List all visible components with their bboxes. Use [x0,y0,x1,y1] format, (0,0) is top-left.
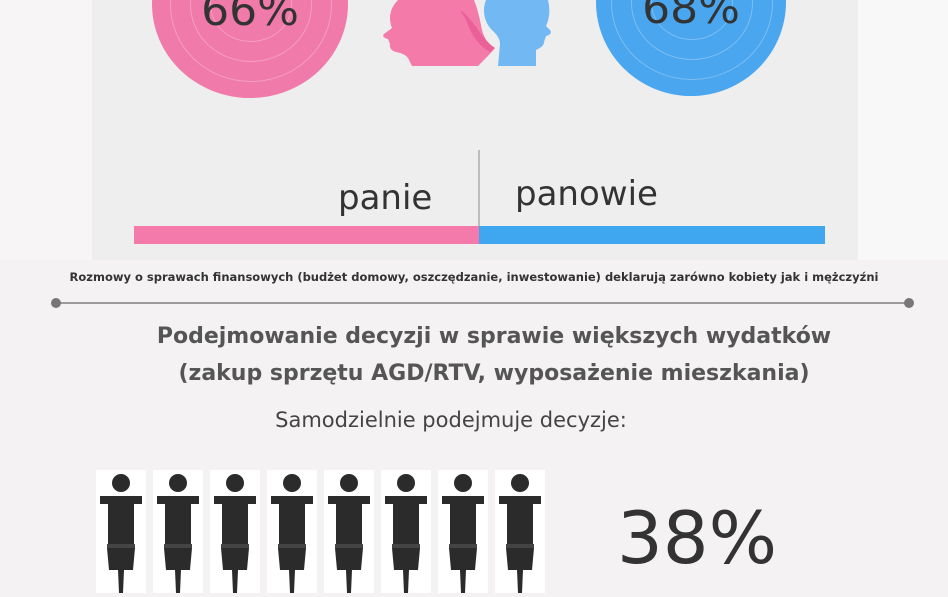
women-bar [134,226,479,244]
men-bar [479,226,825,244]
section-heading-line1: Podejmowanie decyzji w sprawie większych… [156,324,832,349]
footnote: Rozmowy o sprawach finansowych (budżet d… [69,270,879,284]
divider-dot-right [904,298,914,308]
male-head-icon [484,0,551,66]
person-icon [324,470,374,593]
section-divider [56,302,909,304]
person-icon [495,470,545,593]
women-percent: 66% [201,0,299,36]
men-label: panowie [515,174,658,214]
person-icon [381,470,431,593]
left-strip [0,0,92,260]
people-row [96,470,545,593]
center-divider [478,150,480,230]
women-label: panie [338,178,433,218]
men-percent: 68% [642,0,740,34]
divider-dot-left [51,298,61,308]
section-heading-line2: (zakup sprzętu AGD/RTV, wyposażenie mies… [178,361,810,386]
top-panel-right [858,0,948,260]
person-icon [153,470,203,593]
decision-percent: 38% [617,496,778,580]
person-icon [96,470,146,593]
person-icon [438,470,488,593]
person-icon [267,470,317,593]
section-subheading: Samodzielnie podejmuje decyzje: [275,408,627,432]
person-icon [210,470,260,593]
female-head-icon [383,0,495,66]
